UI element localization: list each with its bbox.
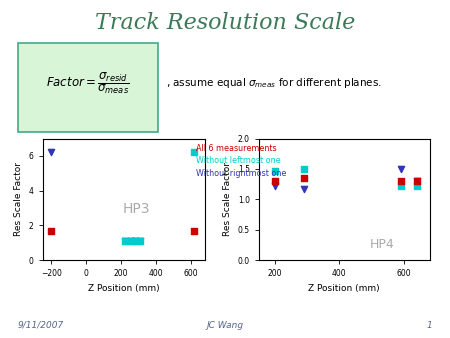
- Point: [127, 238, 134, 244]
- Point: [121, 238, 128, 244]
- Point: [137, 238, 144, 244]
- Point: [48, 228, 55, 234]
- Text: $\mathit{Factor} = \dfrac{\sigma_{\mathit{resid}}}{\sigma_{\mathit{meas}}}$: $\mathit{Factor} = \dfrac{\sigma_{\mathi…: [46, 70, 130, 96]
- Point: [271, 183, 279, 189]
- Point: [413, 178, 420, 184]
- Point: [271, 178, 279, 184]
- Point: [300, 175, 307, 181]
- Text: All 6 measurements: All 6 measurements: [196, 144, 276, 153]
- Point: [127, 238, 134, 244]
- Point: [300, 186, 307, 192]
- Point: [191, 228, 198, 234]
- Point: [121, 238, 128, 244]
- X-axis label: Z Position (mm): Z Position (mm): [88, 284, 160, 293]
- Point: [413, 178, 420, 184]
- Point: [191, 150, 198, 155]
- FancyBboxPatch shape: [18, 43, 158, 132]
- Text: 1: 1: [426, 320, 432, 330]
- Text: Track Resolution Scale: Track Resolution Scale: [95, 12, 355, 34]
- Point: [300, 166, 307, 172]
- Point: [397, 166, 404, 172]
- Point: [131, 238, 139, 244]
- Y-axis label: Res Scale Factor: Res Scale Factor: [223, 163, 232, 236]
- X-axis label: Z Position (mm): Z Position (mm): [308, 284, 380, 293]
- Point: [397, 183, 404, 189]
- Point: [137, 238, 144, 244]
- Text: 9/11/2007: 9/11/2007: [18, 320, 64, 330]
- Y-axis label: Res Scale Factor: Res Scale Factor: [14, 163, 23, 236]
- Text: Without rightmost one: Without rightmost one: [196, 169, 286, 178]
- Text: HP3: HP3: [123, 202, 150, 216]
- Text: JC Wang: JC Wang: [207, 320, 243, 330]
- Point: [413, 183, 420, 189]
- Text: HP4: HP4: [369, 238, 394, 251]
- Point: [271, 168, 279, 173]
- Text: , assume equal $\sigma_{meas}$ for different planes.: , assume equal $\sigma_{meas}$ for diffe…: [166, 76, 382, 90]
- Point: [397, 178, 404, 184]
- Text: Without leftmost one: Without leftmost one: [196, 156, 280, 166]
- Point: [48, 150, 55, 155]
- Point: [131, 238, 139, 244]
